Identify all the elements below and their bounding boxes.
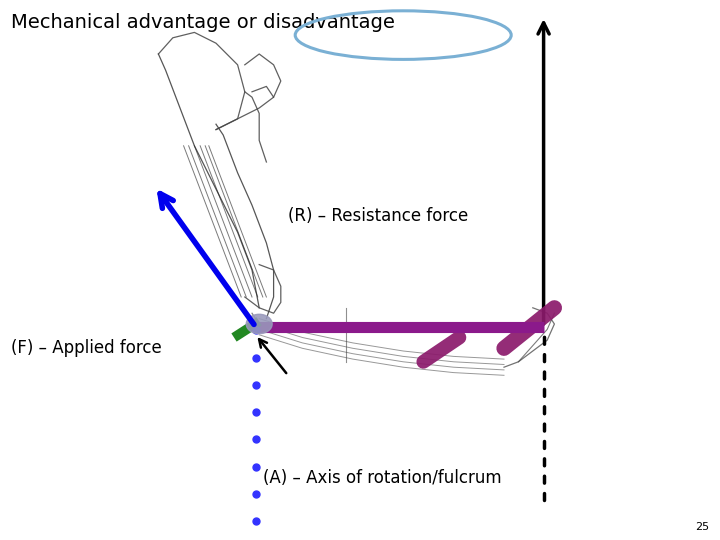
Text: (A) – Axis of rotation/fulcrum: (A) – Axis of rotation/fulcrum — [263, 469, 501, 487]
Circle shape — [246, 314, 272, 334]
Text: (F) – Applied force: (F) – Applied force — [11, 339, 161, 357]
Text: (R) – Resistance force: (R) – Resistance force — [288, 207, 468, 225]
Text: Mechanical advantage or disadvantage: Mechanical advantage or disadvantage — [11, 14, 395, 32]
Text: 25: 25 — [695, 522, 709, 532]
